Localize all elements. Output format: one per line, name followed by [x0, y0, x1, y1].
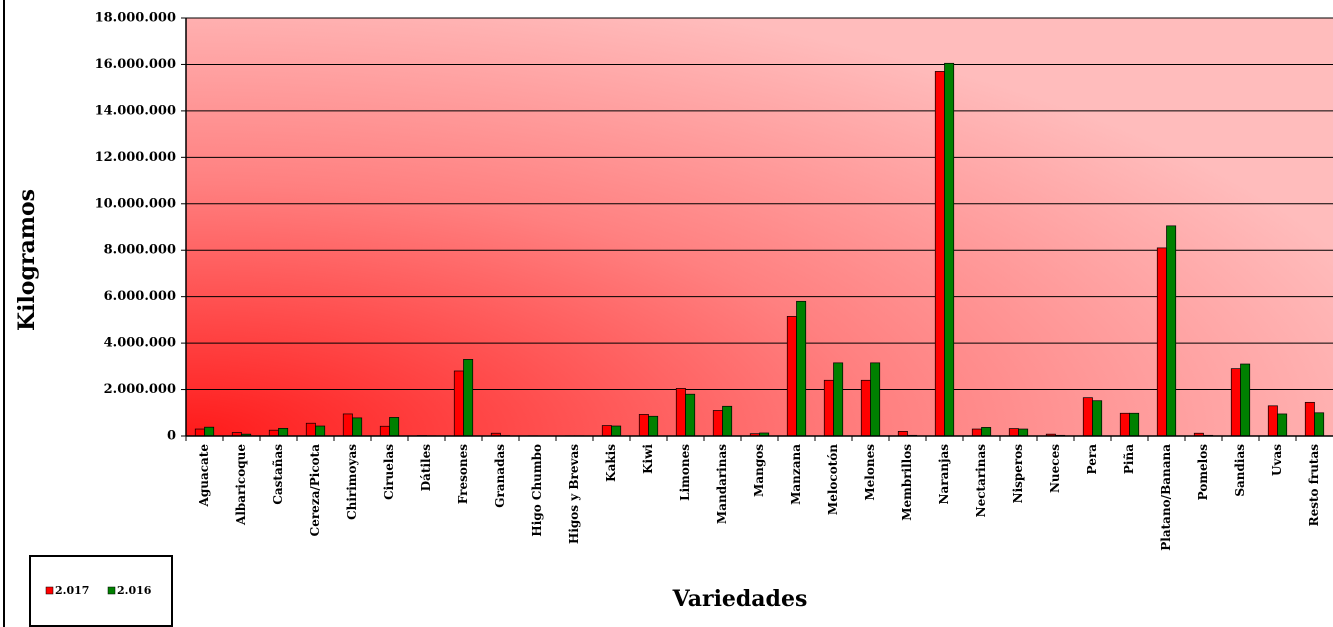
bar — [1267, 405, 1278, 437]
bar — [944, 62, 955, 437]
bar — [611, 425, 622, 437]
x-tick-label: Mandarinas — [715, 444, 729, 524]
bar — [870, 362, 881, 437]
bar — [833, 362, 844, 437]
y-tick-label: 10.000.000 — [95, 196, 176, 211]
y-tick-label: 16.000.000 — [95, 57, 176, 72]
x-tick-label: Nueces — [1048, 444, 1062, 493]
x-tick-label: Aguacate — [197, 444, 211, 508]
bar — [379, 425, 390, 437]
bar — [1230, 368, 1241, 437]
bar — [1314, 412, 1325, 437]
bar — [860, 379, 871, 437]
y-tick-label: 0 — [167, 429, 176, 444]
bar — [1018, 428, 1029, 437]
x-tick-label: Chirimoyas — [345, 444, 359, 520]
x-tick-label: Cereza/Picota — [308, 444, 322, 537]
bar — [204, 426, 215, 437]
bar — [685, 393, 696, 437]
bar — [601, 425, 612, 437]
legend-swatch — [107, 586, 116, 595]
x-tick-label: Pera — [1085, 444, 1099, 475]
bar — [971, 428, 982, 437]
bar — [1092, 400, 1103, 437]
bar — [463, 359, 474, 437]
bar — [1166, 225, 1177, 437]
x-tick-label: Naranjas — [937, 444, 951, 505]
x-tick-label: Limones — [678, 444, 692, 501]
bar — [342, 413, 353, 437]
bar — [638, 414, 649, 437]
x-tick-label: Melones — [863, 444, 877, 501]
bar — [453, 370, 464, 437]
x-tick-label: Uvas — [1270, 444, 1284, 476]
x-tick-label: Mangos — [752, 444, 766, 497]
legend-swatch — [45, 586, 54, 595]
bar — [981, 427, 992, 437]
bar — [315, 425, 326, 437]
bar — [352, 417, 363, 437]
x-tick-label: Ciruelas — [382, 444, 396, 500]
legend — [29, 555, 173, 627]
bar — [648, 415, 659, 437]
x-axis-title: Variedades — [672, 586, 808, 612]
bar — [722, 405, 733, 437]
bar — [1156, 247, 1167, 437]
x-tick-label: Resto frutas — [1307, 444, 1321, 527]
x-tick-label: Higo Chumbo — [530, 444, 544, 537]
bar — [1119, 412, 1130, 437]
bar — [823, 379, 834, 437]
x-tick-label: Sandias — [1233, 444, 1247, 497]
y-tick-label: 6.000.000 — [104, 289, 176, 304]
x-tick-label: Melocotón — [826, 444, 840, 515]
bar — [1304, 401, 1315, 437]
x-tick-label: Higos y Brevas — [567, 444, 581, 544]
x-tick-label: Nectarinas — [974, 444, 988, 518]
x-tick-label: Dátiles — [419, 444, 433, 491]
bar — [675, 388, 686, 437]
bar — [278, 427, 289, 437]
x-tick-label: Platano/Banana — [1159, 444, 1173, 551]
plot-area — [186, 18, 1333, 436]
bar — [1129, 412, 1140, 437]
x-tick-label: Kiwi — [641, 444, 655, 474]
bar — [1240, 363, 1251, 437]
x-tick-label: Fresones — [456, 444, 470, 504]
x-tick-label: Piña — [1122, 444, 1136, 474]
x-tick-label: Albaricoque — [234, 444, 248, 526]
bar — [1008, 428, 1019, 437]
bar — [1277, 413, 1288, 437]
y-tick-label: 2.000.000 — [104, 382, 176, 397]
x-tick-label: Membrillos — [900, 444, 914, 521]
x-tick-label: Granadas — [493, 444, 507, 508]
y-axis-title: Kilogramos — [14, 189, 40, 331]
legend-label: 2.017 — [55, 584, 89, 597]
bar — [194, 428, 205, 437]
bar — [389, 417, 400, 437]
y-tick-label: 14.000.000 — [95, 103, 176, 118]
y-tick-label: 18.000.000 — [95, 11, 176, 26]
bar — [1082, 397, 1093, 437]
x-tick-label: Nisperos — [1011, 444, 1025, 504]
bar — [796, 300, 807, 437]
y-tick-label: 4.000.000 — [104, 336, 176, 351]
bar — [305, 422, 316, 437]
bar — [786, 316, 797, 437]
bar — [268, 429, 279, 437]
bar — [712, 410, 723, 437]
x-tick-label: Manzana — [789, 444, 803, 505]
bar — [934, 71, 945, 437]
y-tick-label: 8.000.000 — [104, 243, 176, 258]
x-tick-label: Pomelos — [1196, 444, 1210, 501]
x-tick-label: Kakis — [604, 444, 618, 482]
x-tick-label: Castañas — [271, 444, 285, 505]
legend-label: 2.016 — [117, 584, 152, 597]
y-tick-label: 12.000.000 — [95, 150, 176, 165]
